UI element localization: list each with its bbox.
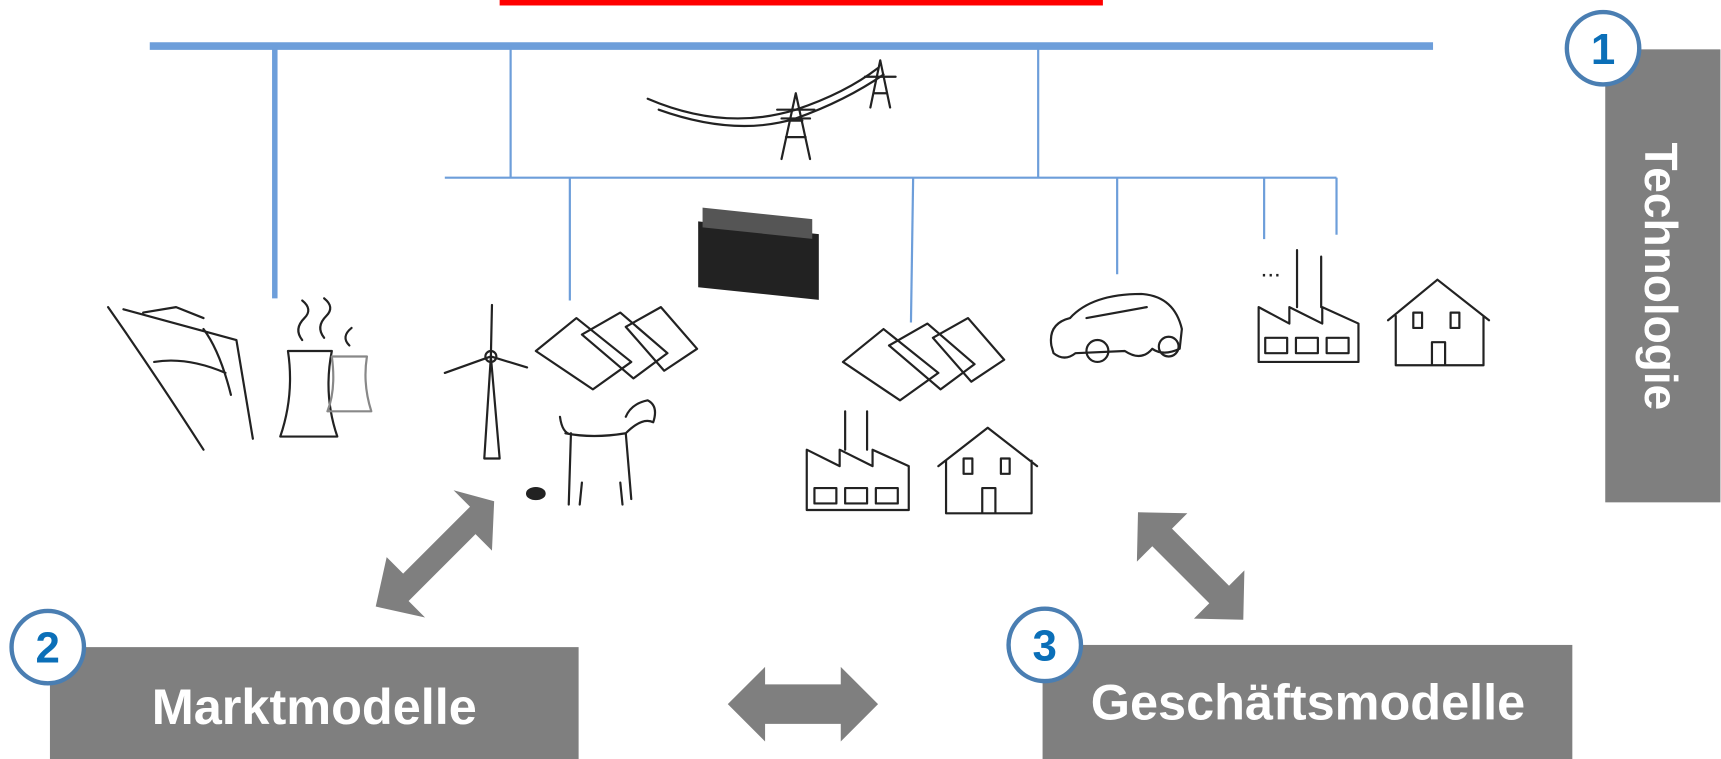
pillar-number: 1 xyxy=(1591,25,1615,74)
pillar-number: 3 xyxy=(1033,622,1057,671)
house xyxy=(938,428,1037,514)
electric-car xyxy=(1051,294,1182,362)
factory xyxy=(807,411,909,510)
cooling-towers xyxy=(280,298,371,436)
ellipsis: ... xyxy=(1261,255,1281,282)
solar-panels xyxy=(536,307,1004,400)
title-bar xyxy=(500,0,1103,5)
power-lines xyxy=(648,60,896,159)
house xyxy=(1388,280,1489,366)
pillar-label: Technologie xyxy=(1635,143,1687,411)
pillar-geschaeftsmodelle: Geschäftsmodelle 3 xyxy=(1009,609,1573,759)
cow xyxy=(527,400,655,504)
pillar-label: Geschäftsmodelle xyxy=(1091,673,1525,730)
diagram: ... Technologie 1 Marktmodelle 2 Geschäf… xyxy=(0,0,1721,759)
battery xyxy=(698,208,819,300)
pillar-marktmodelle: Marktmodelle 2 xyxy=(12,611,579,759)
pillar-number: 2 xyxy=(36,624,60,673)
pillar-label: Marktmodelle xyxy=(152,678,477,735)
pillar-technologie: Technologie 1 xyxy=(1567,12,1721,502)
wind-turbine xyxy=(445,305,527,459)
hydro-dam xyxy=(108,307,253,450)
